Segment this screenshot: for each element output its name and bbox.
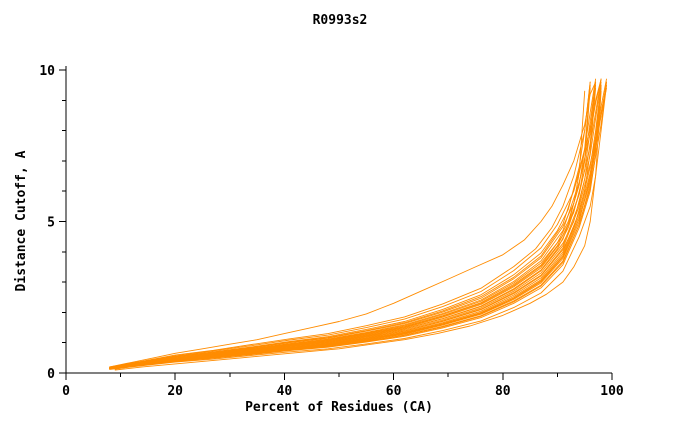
- y-axis-label: Distance Cutoff, A: [14, 150, 29, 291]
- series-line: [109, 78, 602, 369]
- series-line: [109, 90, 586, 369]
- y-tick-label: 10: [39, 64, 55, 79]
- series-line: [109, 78, 597, 368]
- series-line: [109, 81, 597, 369]
- series-line: [109, 84, 602, 370]
- y-tick-label: 0: [47, 367, 55, 382]
- series-line: [114, 81, 607, 370]
- series-line: [109, 84, 591, 369]
- series-line: [114, 84, 602, 370]
- chart-title: R0993s2: [313, 13, 368, 28]
- series-line: [109, 87, 602, 370]
- series-line: [109, 87, 597, 369]
- series-line: [109, 78, 602, 368]
- series-line: [109, 84, 607, 370]
- series-line: [109, 81, 607, 370]
- series-line: [109, 81, 602, 369]
- series-line: [109, 81, 597, 368]
- axis-tick-labels: 0 20 40 60 80 100 0 5 10: [39, 64, 624, 399]
- x-tick-label: 20: [167, 384, 183, 399]
- series-line: [109, 81, 591, 368]
- series-line: [109, 84, 597, 369]
- series-line: [109, 87, 591, 369]
- series-line: [109, 84, 607, 369]
- x-tick-label: 80: [495, 384, 511, 399]
- x-tick-label: 60: [386, 384, 402, 399]
- series-line: [114, 90, 602, 371]
- x-axis-label: Percent of Residues (CA): [245, 400, 433, 415]
- x-tick-label: 40: [277, 384, 293, 399]
- series-line: [109, 84, 602, 370]
- series-line: [109, 81, 597, 369]
- series-line: [109, 81, 591, 368]
- series-line: [109, 78, 607, 370]
- axis-ticks: [59, 69, 613, 380]
- series-line: [109, 87, 607, 370]
- axes: [65, 66, 612, 374]
- series-line: [109, 78, 602, 369]
- x-tick-label: 0: [62, 384, 70, 399]
- series-lines: [109, 78, 607, 371]
- y-tick-label: 5: [47, 216, 55, 231]
- x-tick-label: 100: [600, 384, 624, 399]
